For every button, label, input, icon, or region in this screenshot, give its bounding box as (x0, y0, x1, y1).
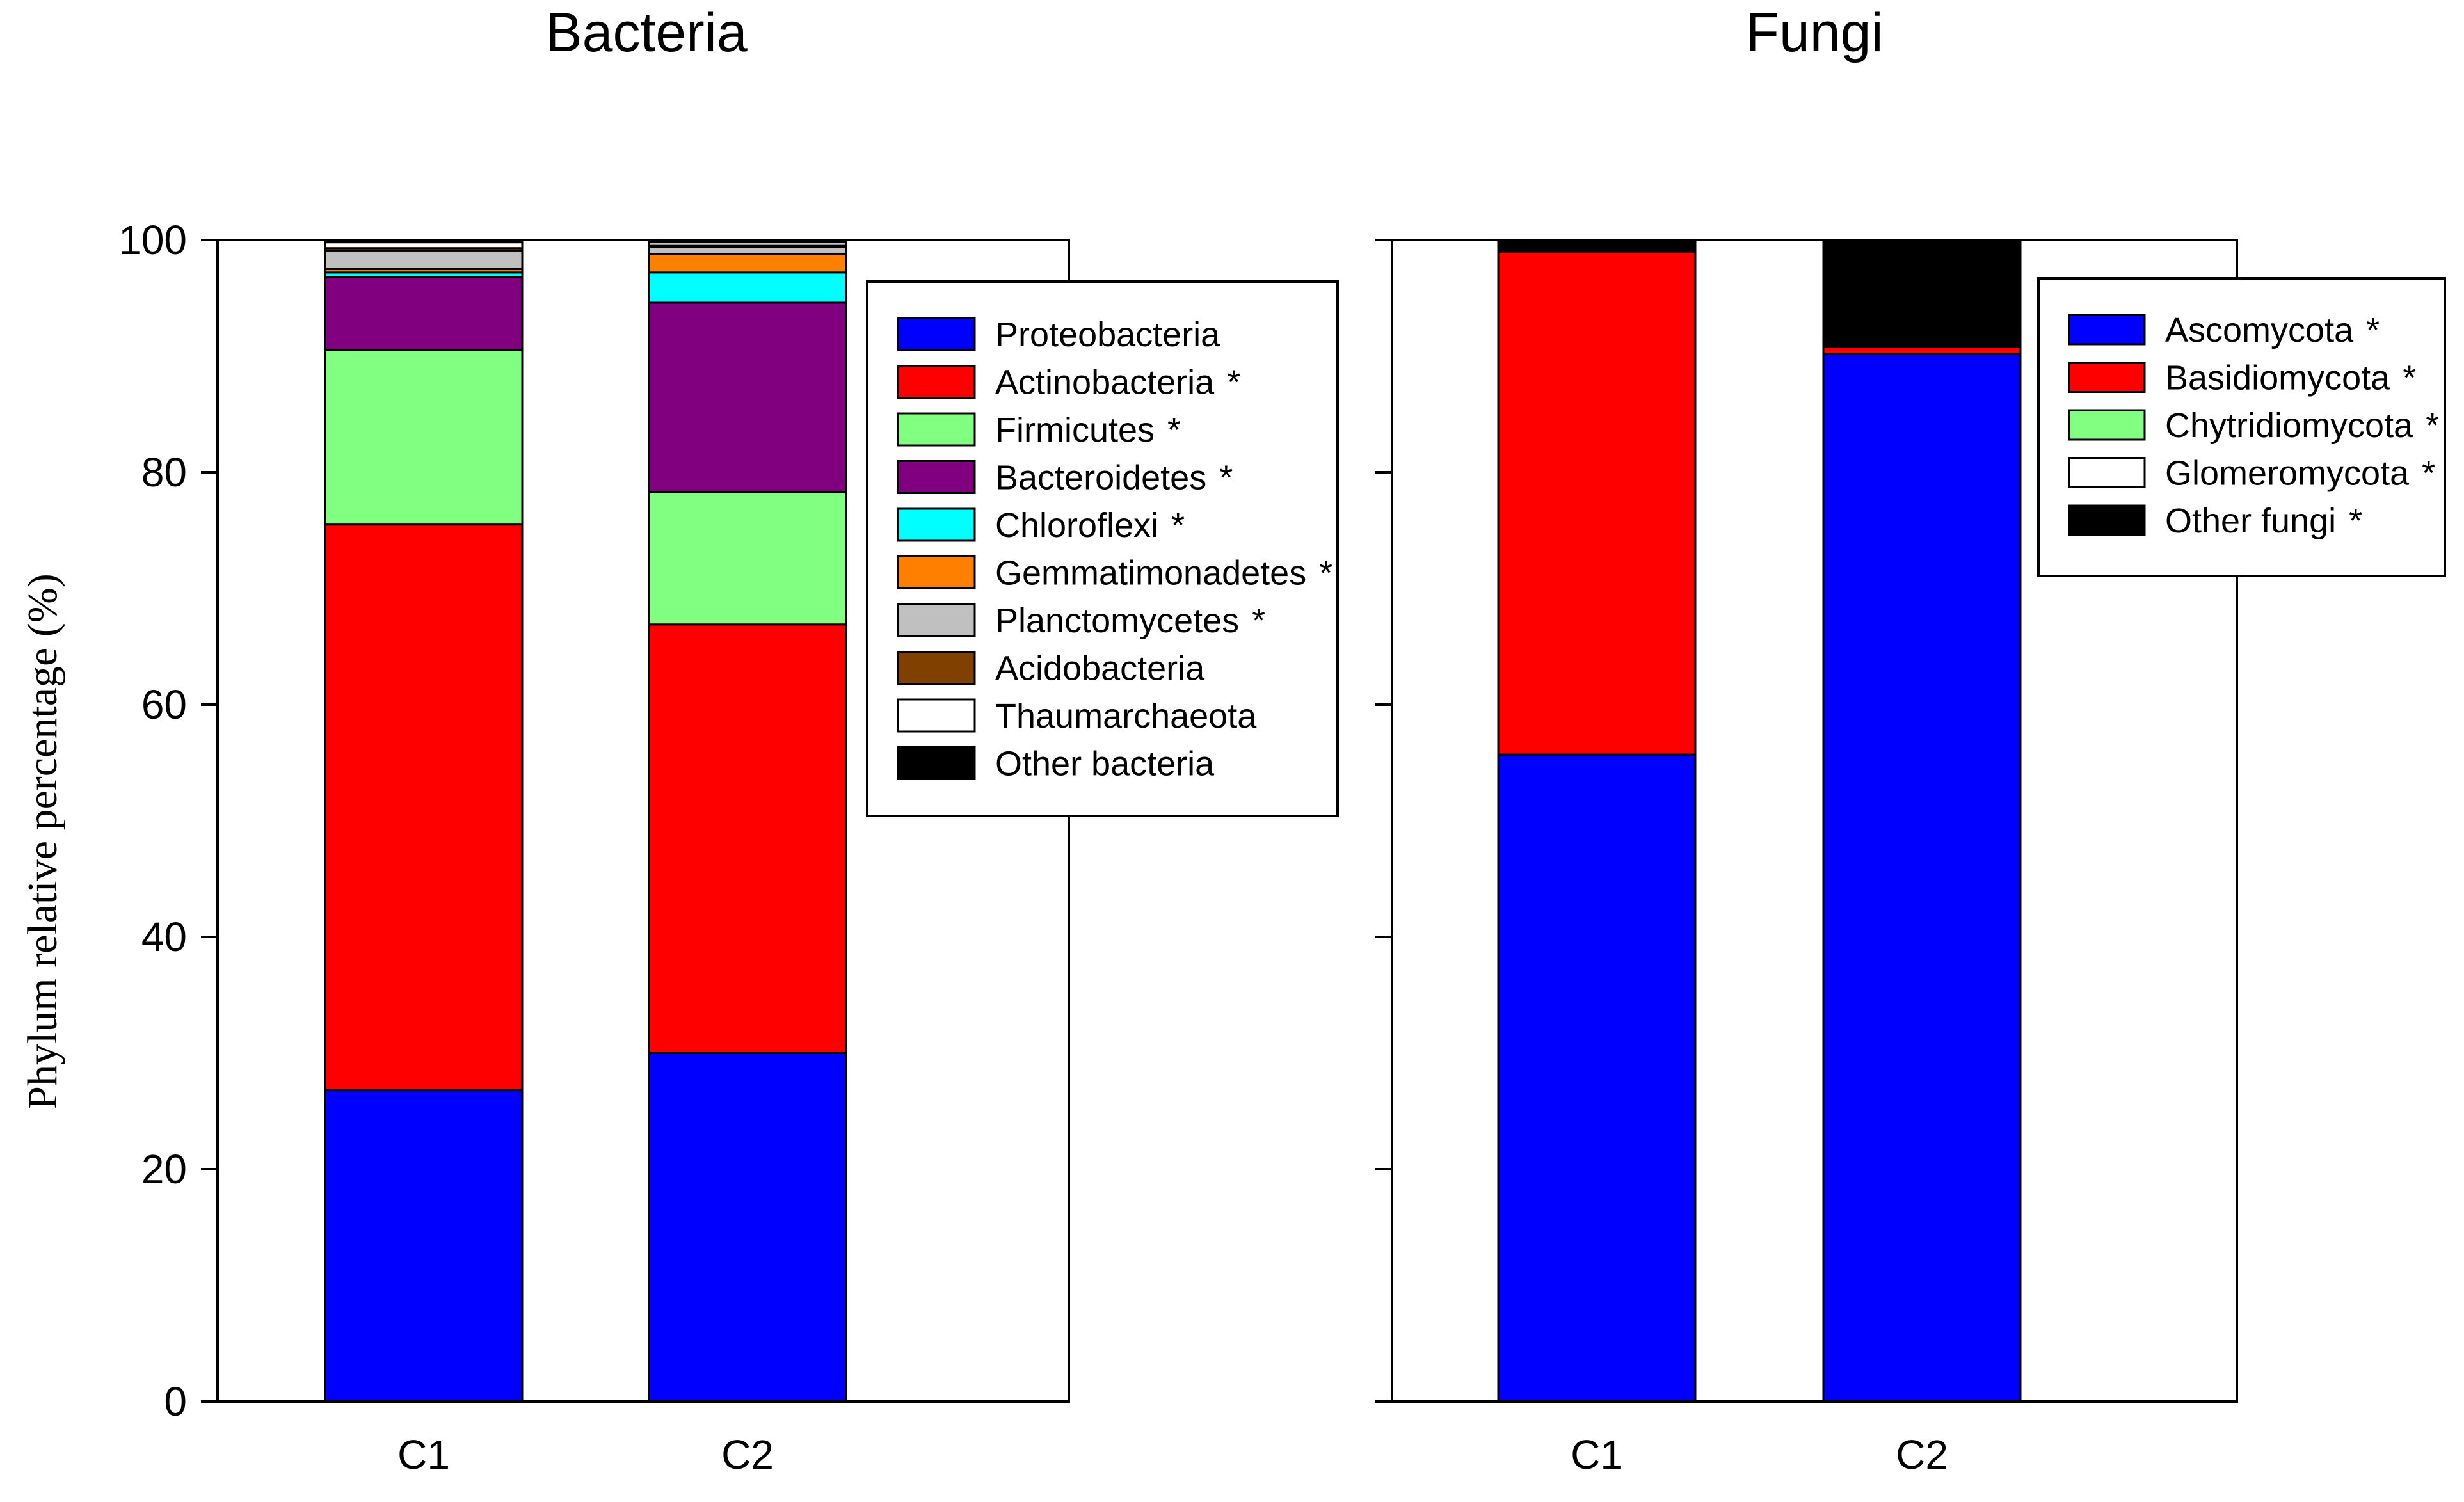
fungi-legend-label-other-fungi: Other fungi * (2165, 502, 2362, 540)
bacteria-bar-c2-planctomycetes (648, 246, 847, 255)
fungi-legend-label-chytridiomycota: Chytridiomycota * (2165, 406, 2439, 445)
bacteria-y-tick-label-0: 0 (164, 1378, 187, 1425)
bacteria-bar-c1-proteobacteria (324, 1089, 524, 1403)
fungi-x-axis: C1 C2 (1571, 1432, 1948, 1478)
bacteria-x-tick-label-c2: C2 (721, 1432, 774, 1478)
fungi-legend-star-other-fungi: * (2349, 502, 2362, 540)
bacteria-bar-c1-actinobacteria (324, 523, 524, 1092)
bacteria-legend-swatch-gemmatimonadetes (897, 555, 976, 589)
bacteria-bar-c2-proteobacteria (648, 1052, 847, 1403)
fungi-title: Fungi (1745, 2, 1883, 63)
bacteria-bar-c1-bacteroidetes (324, 276, 524, 351)
bacteria-legend-label-firmicutes: Firmicutes * (995, 411, 1181, 449)
fungi-x-tick-label-c2: C2 (1896, 1432, 1948, 1478)
fungi-bar-c1-other-fungi (1497, 239, 1697, 252)
bacteria-panel: Bacteria Phylum relative percentage (%) … (19, 2, 1339, 1478)
fungi-bar-c2-other-fungi (1822, 239, 2022, 348)
bacteria-legend-swatch-bacteroidetes (897, 460, 976, 494)
bacteria-legend-label-planctomycetes: Planctomycetes * (995, 602, 1265, 640)
bacteria-bar-c2-chloroflexi (648, 271, 847, 304)
bacteria-legend-star-firmicutes: * (1167, 411, 1181, 449)
bacteria-bar-c2-actinobacteria (648, 623, 847, 1054)
bacteria-y-tick-label-20: 20 (141, 1146, 187, 1192)
fungi-x-tick-label-c1: C1 (1571, 1432, 1623, 1478)
fungi-legend-label-glomeromycota: Glomeromycota * (2165, 454, 2435, 493)
bacteria-y-tick-label-60: 60 (141, 682, 187, 728)
fungi-bars (1497, 239, 2022, 1403)
bacteria-legend-swatch-planctomycetes (897, 603, 976, 637)
fungi-legend-star-chytridiomycota: * (2426, 406, 2439, 445)
bacteria-legend-swatch-other-bacteria (897, 746, 976, 780)
bacteria-legend-label-other-bacteria: Other bacteria (995, 745, 1215, 783)
fungi-legend-star-ascomycota: * (2366, 311, 2380, 349)
bacteria-bars (324, 239, 847, 1403)
bacteria-y-tick-label-40: 40 (141, 914, 187, 960)
bacteria-bar-c2-firmicutes (648, 491, 847, 626)
bacteria-title: Bacteria (545, 2, 748, 63)
fungi-bar-c2-ascomycota (1822, 353, 2022, 1403)
fungi-legend-swatch-other-fungi (2068, 504, 2146, 536)
fungi-legend-label-basidiomycota: Basidiomycota * (2165, 359, 2416, 397)
y-axis-label: Phylum relative percentage (%) (19, 573, 66, 1109)
bacteria-legend-label-acidobacteria: Acidobacteria (995, 650, 1205, 688)
bacteria-legend-star-actinobacteria: * (1227, 364, 1240, 402)
fungi-plot-frame (1391, 239, 2238, 1403)
fungi-legend-label-ascomycota: Ascomycota * (2165, 311, 2380, 349)
fungi-legend-swatch-ascomycota (2068, 314, 2146, 346)
bacteria-legend-swatch-acidobacteria (897, 651, 976, 685)
bacteria-y-axis: 0 20 40 60 80 100 (118, 217, 218, 1425)
bacteria-legend-star-gemmatimonadetes: * (1319, 554, 1332, 593)
bacteria-legend-star-planctomycetes: * (1252, 602, 1265, 640)
fungi-bar-c2-basidiomycota (1822, 346, 2022, 355)
bacteria-x-axis: C1 C2 (397, 1432, 774, 1478)
bacteria-legend-star-chloroflexi: * (1171, 506, 1185, 545)
bacteria-legend-star-bacteroidetes: * (1219, 459, 1233, 497)
bacteria-legend-swatch-thaumarchaeota (897, 698, 976, 733)
fungi-y-axis (1375, 239, 1392, 1403)
bacteria-bar-c1-planctomycetes (324, 249, 524, 270)
bacteria-y-tick-label-100: 100 (118, 217, 187, 263)
bacteria-legend-label-bacteroidetes: Bacteroidetes * (995, 459, 1233, 497)
bacteria-legend-swatch-firmicutes (897, 412, 976, 447)
bacteria-legend-label-actinobacteria: Actinobacteria * (995, 364, 1240, 402)
bacteria-legend-frame (866, 280, 1339, 817)
bacteria-bar-c1-firmicutes (324, 349, 524, 526)
fungi-legend: Ascomycota * Basidiomycota * Chytridiomycota… (2037, 277, 2446, 577)
bacteria-bar-c2-bacteroidetes (648, 301, 847, 493)
bacteria-legend-swatch-actinobacteria (897, 365, 976, 399)
fungi-legend-star-basidiomycota: * (2403, 359, 2416, 397)
bacteria-legend-label-gemmatimonadetes: Gemmatimonadetes * (995, 554, 1332, 593)
fungi-bar-c1-basidiomycota (1497, 250, 1697, 756)
fungi-bar-c1-ascomycota (1497, 753, 1697, 1403)
bacteria-y-tick-label-80: 80 (141, 449, 187, 495)
bacteria-legend-swatch-proteobacteria (897, 317, 976, 351)
bacteria-legend: Proteobacteria Actinobacteria * Firmicutes *… (866, 280, 1339, 817)
fungi-legend-star-glomeromycota: * (2422, 454, 2435, 493)
bacteria-legend-label-thaumarchaeota: Thaumarchaeota (995, 697, 1257, 735)
fungi-panel: Fungi C1 C2 Ascomycota * Basidiomycota * Chyt… (1375, 2, 2446, 1478)
bacteria-legend-swatch-chloroflexi (897, 507, 976, 542)
bacteria-bar-c2-gemmatimonadetes (648, 253, 847, 274)
fungi-legend-swatch-glomeromycota (2068, 457, 2146, 488)
fungi-legend-swatch-chytridiomycota (2068, 409, 2146, 441)
bacteria-plot-frame (216, 239, 1070, 1403)
bacteria-x-tick-label-c1: C1 (397, 1432, 450, 1478)
bacteria-legend-label-proteobacteria: Proteobacteria (995, 316, 1220, 354)
bacteria-legend-label-chloroflexi: Chloroflexi * (995, 506, 1185, 545)
fungi-legend-swatch-basidiomycota (2068, 362, 2146, 393)
